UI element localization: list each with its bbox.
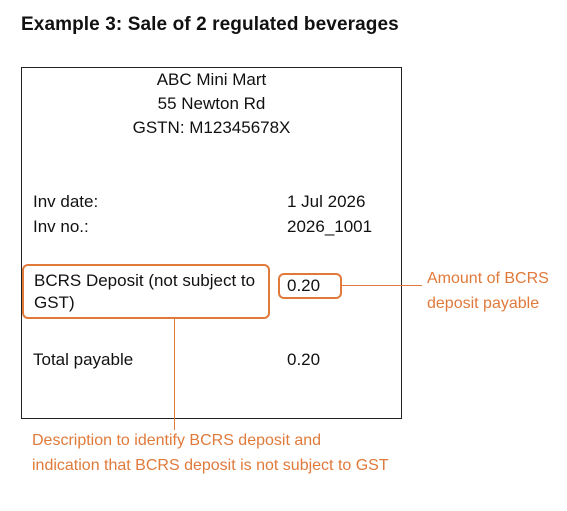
inv-date-label: Inv date:	[33, 192, 99, 211]
deposit-description-highlight: BCRS Deposit (not subject to GST)	[22, 264, 270, 319]
inv-no-label: Inv no.:	[33, 217, 89, 236]
page-title: Example 3: Sale of 2 regulated beverages	[21, 14, 399, 35]
store-address: 55 Newton Rd	[157, 94, 266, 113]
store-gstn: GSTN: M12345678X	[132, 118, 291, 137]
description-connector-line	[174, 319, 175, 430]
inv-no-value: 2026_1001	[287, 217, 373, 236]
description-annotation: Description to identify BCRS deposit and…	[32, 432, 389, 474]
deposit-value: 0.20	[287, 276, 321, 295]
inv-date-value: 1 Jul 2026	[287, 192, 366, 211]
store-name: ABC Mini Mart	[156, 70, 267, 89]
amount-annotation: Amount of BCRS deposit payable	[427, 270, 549, 312]
deposit-amount-highlight: 0.20	[278, 273, 342, 299]
total-label: Total payable	[33, 350, 134, 369]
amount-connector-line	[342, 285, 422, 286]
total-value: 0.20	[287, 350, 321, 369]
deposit-label: BCRS Deposit (not subject to GST)	[34, 271, 256, 312]
receipt: ABC Mini Mart 55 Newton Rd GSTN: M123456…	[21, 67, 402, 419]
